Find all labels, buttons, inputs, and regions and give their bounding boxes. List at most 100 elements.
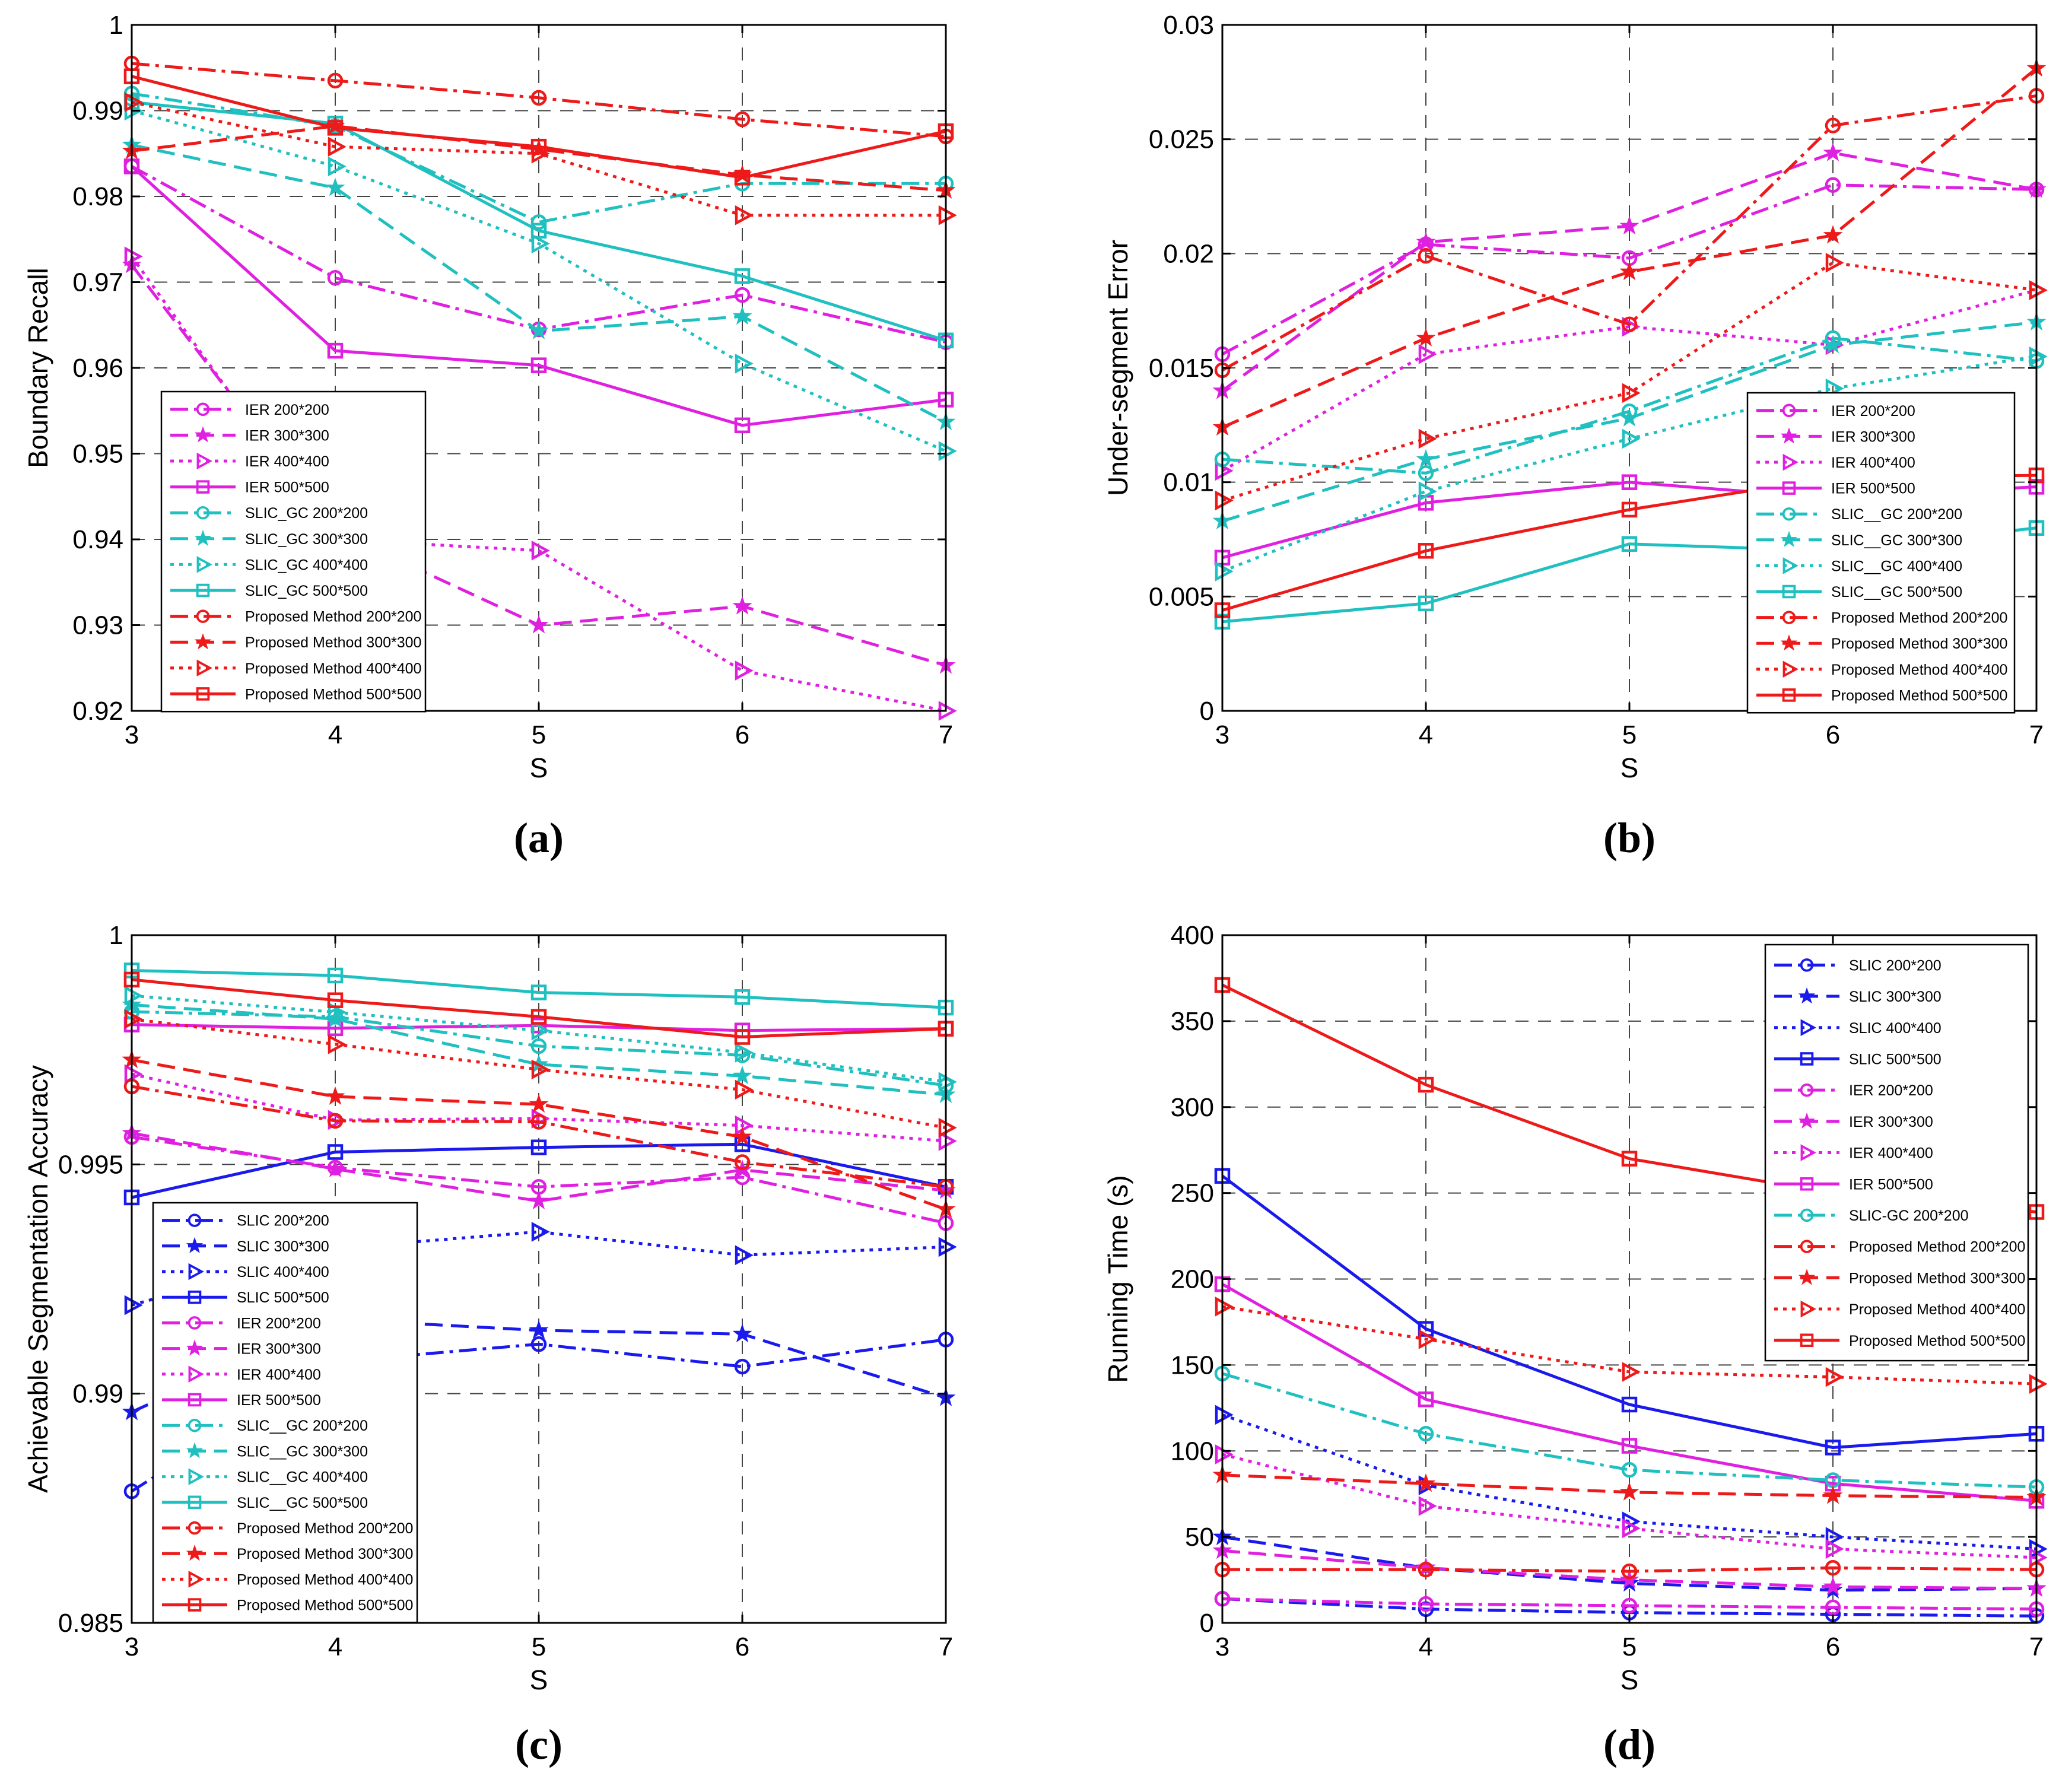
y-tick-label: 0.93	[72, 611, 123, 640]
legend-label: Proposed Method 200*200	[1849, 1239, 2025, 1256]
y-tick-label: 0.97	[72, 268, 123, 297]
data-point	[1825, 177, 1841, 193]
data-point	[325, 177, 345, 196]
legend-swatch-marker	[188, 1571, 204, 1588]
data-point	[1418, 1496, 1437, 1516]
legend-box	[1746, 392, 2016, 714]
chart-panel-c: 0.985 0.99 0.995 1 3 4 5 6 7 S Achievable Segmenta…	[23, 921, 957, 1768]
legend-label: SLIC__GC 300*300	[237, 1443, 368, 1460]
y-tick-label: 1	[109, 11, 123, 40]
data-point	[530, 1336, 547, 1352]
legend-label: SLIC 400*400	[237, 1264, 329, 1281]
legend-label: SLIC__GC 400*400	[1831, 558, 1962, 574]
data-point	[1823, 142, 1843, 161]
data-point	[732, 1065, 752, 1085]
data-point	[1825, 117, 1841, 134]
data-point	[325, 1086, 345, 1105]
data-point	[734, 1154, 751, 1170]
x-tick-label: 3	[1215, 1632, 1229, 1661]
legend-label: Proposed Method 400*400	[1849, 1301, 2025, 1318]
data-point	[530, 984, 547, 1000]
series-line	[131, 1132, 946, 1203]
y-tick-label: 0.95	[72, 440, 123, 469]
y-tick-label: 200	[1171, 1265, 1214, 1294]
data-point	[530, 1139, 547, 1155]
x-tick-label: 3	[125, 1632, 139, 1661]
legend-swatch-marker	[188, 1393, 202, 1407]
data-point	[1418, 247, 1434, 264]
y-tick-label: 0.015	[1149, 354, 1214, 383]
series-line	[1222, 261, 2037, 502]
legend-swatch-marker	[188, 1365, 204, 1383]
data-point	[1825, 252, 1844, 273]
legend-box	[1764, 943, 2029, 1362]
data-point	[735, 353, 754, 374]
legend-label: IER 300*300	[245, 427, 329, 444]
y-tick-label: 0.995	[58, 1150, 123, 1179]
legend-swatch-marker	[186, 1545, 204, 1561]
data-point	[1215, 490, 1234, 511]
data-point	[1621, 1461, 1638, 1478]
x-tick-label: 4	[1419, 720, 1433, 749]
legend-swatch-marker	[1800, 1083, 1814, 1097]
legend-swatch-marker	[1800, 1208, 1814, 1222]
data-point	[2029, 280, 2048, 300]
legend-swatch-marker	[194, 426, 212, 443]
data-point	[1215, 1405, 1234, 1425]
series-line	[131, 165, 946, 427]
data-point	[1416, 449, 1436, 468]
series-line	[1222, 1453, 2037, 1559]
legend-label: SLIC 500*500	[237, 1289, 329, 1306]
legend-swatch-marker	[196, 609, 210, 623]
data-point	[1622, 1518, 1641, 1539]
legend-swatch-marker	[1782, 481, 1796, 495]
series-line	[1221, 1174, 2037, 1449]
series-line	[1222, 1597, 2037, 1611]
x-tick-label: 5	[532, 720, 546, 749]
series-line	[131, 978, 946, 1038]
x-axis-title: S	[1620, 752, 1639, 783]
legend-swatch-marker	[1780, 634, 1798, 651]
legend-swatch-marker	[196, 659, 212, 677]
legend-swatch-marker	[188, 1598, 202, 1612]
legend-label: IER 500*500	[1831, 481, 1915, 497]
series-line	[1222, 1372, 2037, 1489]
x-tick-label: 6	[1826, 720, 1840, 749]
series-line	[1222, 1305, 2037, 1386]
legend-label: SLIC__GC 400*400	[237, 1469, 368, 1486]
legend-swatch-marker	[1782, 584, 1796, 599]
data-point	[530, 357, 547, 373]
data-point	[732, 1126, 752, 1145]
legend-swatch-marker	[196, 402, 210, 417]
legend-swatch-marker	[194, 529, 212, 546]
legend-label: IER 400*400	[1849, 1145, 1933, 1162]
legend-swatch-marker	[196, 480, 210, 494]
data-point	[124, 246, 143, 266]
y-tick-label: 0.02	[1163, 239, 1214, 268]
legend-label: SLIC 200*200	[237, 1213, 329, 1229]
y-tick-label: 1	[109, 921, 123, 950]
data-point	[735, 660, 754, 681]
data-point	[327, 992, 344, 1008]
y-tick-label: 350	[1171, 1007, 1214, 1036]
data-point	[327, 1113, 344, 1129]
y-tick-label: 0.985	[58, 1609, 123, 1638]
legend-label: SLIC__GC 500*500	[237, 1495, 368, 1511]
x-tick-label: 3	[125, 720, 139, 749]
legend-label: Proposed Method 500*500	[237, 1597, 413, 1614]
x-tick-label: 4	[328, 1632, 342, 1661]
data-point	[1418, 1561, 1434, 1578]
series-line	[1221, 1283, 2037, 1502]
legend-swatch-marker	[188, 1316, 202, 1330]
data-point	[1825, 1440, 1841, 1456]
panel-caption: (d)	[1603, 1721, 1656, 1768]
legend-label: Proposed Method 300*300	[237, 1546, 413, 1562]
chart-panel-d: 0 50 100 150 200 250 300 350 400 3 4 5 6 7 S Running Ti…	[1102, 921, 2048, 1768]
data-point	[734, 989, 751, 1005]
data-point	[1418, 1391, 1434, 1407]
legend-label: IER 400*400	[1831, 455, 1915, 471]
data-point	[734, 417, 751, 434]
data-point	[531, 1059, 550, 1080]
data-point	[1418, 1596, 1434, 1612]
